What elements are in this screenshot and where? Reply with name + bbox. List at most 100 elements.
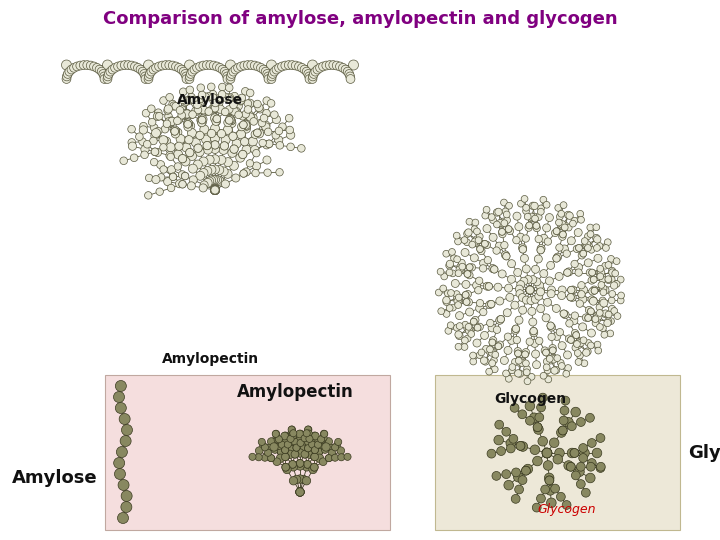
Circle shape xyxy=(315,63,325,72)
Circle shape xyxy=(557,360,564,366)
Circle shape xyxy=(613,281,620,287)
Circle shape xyxy=(267,99,275,107)
Circle shape xyxy=(540,234,548,242)
Circle shape xyxy=(441,273,448,280)
Circle shape xyxy=(311,447,318,454)
Circle shape xyxy=(475,277,483,285)
Circle shape xyxy=(287,131,294,139)
Circle shape xyxy=(580,286,588,294)
Circle shape xyxy=(228,119,236,127)
Circle shape xyxy=(189,164,197,173)
Circle shape xyxy=(198,115,207,124)
Circle shape xyxy=(474,235,481,243)
Circle shape xyxy=(490,357,498,364)
Circle shape xyxy=(528,213,535,220)
Circle shape xyxy=(505,226,512,233)
Circle shape xyxy=(263,70,271,78)
Circle shape xyxy=(154,127,162,135)
Circle shape xyxy=(542,448,552,458)
Circle shape xyxy=(462,337,468,344)
Circle shape xyxy=(242,168,251,176)
Circle shape xyxy=(174,63,184,72)
Circle shape xyxy=(593,235,601,243)
Circle shape xyxy=(588,458,596,468)
Circle shape xyxy=(211,186,219,194)
Circle shape xyxy=(546,355,553,362)
Circle shape xyxy=(270,67,279,76)
Circle shape xyxy=(127,61,136,70)
Circle shape xyxy=(152,63,161,72)
Circle shape xyxy=(605,261,612,268)
Circle shape xyxy=(519,246,526,253)
Circle shape xyxy=(140,151,148,159)
Circle shape xyxy=(617,276,624,283)
Circle shape xyxy=(490,266,498,273)
Circle shape xyxy=(100,75,109,83)
Circle shape xyxy=(593,316,600,323)
Circle shape xyxy=(558,426,567,435)
Circle shape xyxy=(273,458,281,465)
Circle shape xyxy=(531,213,539,221)
Circle shape xyxy=(335,438,342,445)
Circle shape xyxy=(488,324,496,332)
Circle shape xyxy=(310,453,318,461)
Circle shape xyxy=(253,129,261,137)
Circle shape xyxy=(296,462,304,470)
Circle shape xyxy=(526,286,534,294)
Circle shape xyxy=(203,166,212,176)
Circle shape xyxy=(472,316,479,323)
Circle shape xyxy=(468,264,475,271)
Circle shape xyxy=(464,271,471,278)
Circle shape xyxy=(287,441,294,449)
Circle shape xyxy=(483,241,490,248)
Circle shape xyxy=(176,180,184,188)
Circle shape xyxy=(503,211,510,218)
Circle shape xyxy=(179,180,186,188)
Circle shape xyxy=(521,254,528,262)
Circle shape xyxy=(557,213,563,220)
Circle shape xyxy=(282,437,291,446)
Circle shape xyxy=(454,325,460,331)
Circle shape xyxy=(593,234,600,242)
Circle shape xyxy=(447,322,454,329)
Circle shape xyxy=(515,350,521,357)
Circle shape xyxy=(546,277,554,285)
Circle shape xyxy=(542,448,552,458)
Circle shape xyxy=(325,455,333,462)
Circle shape xyxy=(511,495,520,503)
Circle shape xyxy=(587,231,594,238)
Circle shape xyxy=(544,367,551,374)
Circle shape xyxy=(171,126,179,135)
Circle shape xyxy=(541,485,549,494)
Circle shape xyxy=(297,440,304,447)
Circle shape xyxy=(588,329,595,337)
Circle shape xyxy=(218,91,226,98)
Circle shape xyxy=(166,151,174,160)
Circle shape xyxy=(171,127,179,135)
Circle shape xyxy=(454,238,462,245)
Circle shape xyxy=(308,75,317,83)
Circle shape xyxy=(305,432,312,440)
Circle shape xyxy=(505,375,512,382)
Circle shape xyxy=(172,127,179,134)
Circle shape xyxy=(345,70,354,78)
Circle shape xyxy=(492,471,501,480)
Circle shape xyxy=(461,343,468,350)
Circle shape xyxy=(436,289,442,296)
Circle shape xyxy=(271,446,279,454)
Circle shape xyxy=(505,202,513,209)
Circle shape xyxy=(186,72,194,81)
Bar xyxy=(105,375,390,530)
Circle shape xyxy=(497,315,505,323)
Circle shape xyxy=(115,402,126,414)
Circle shape xyxy=(455,302,462,308)
Circle shape xyxy=(565,335,572,342)
Circle shape xyxy=(523,208,529,214)
Circle shape xyxy=(220,141,228,150)
Circle shape xyxy=(273,434,280,441)
Circle shape xyxy=(117,512,128,523)
Circle shape xyxy=(558,222,564,229)
Circle shape xyxy=(552,305,560,313)
Circle shape xyxy=(268,455,275,462)
Circle shape xyxy=(251,145,259,154)
